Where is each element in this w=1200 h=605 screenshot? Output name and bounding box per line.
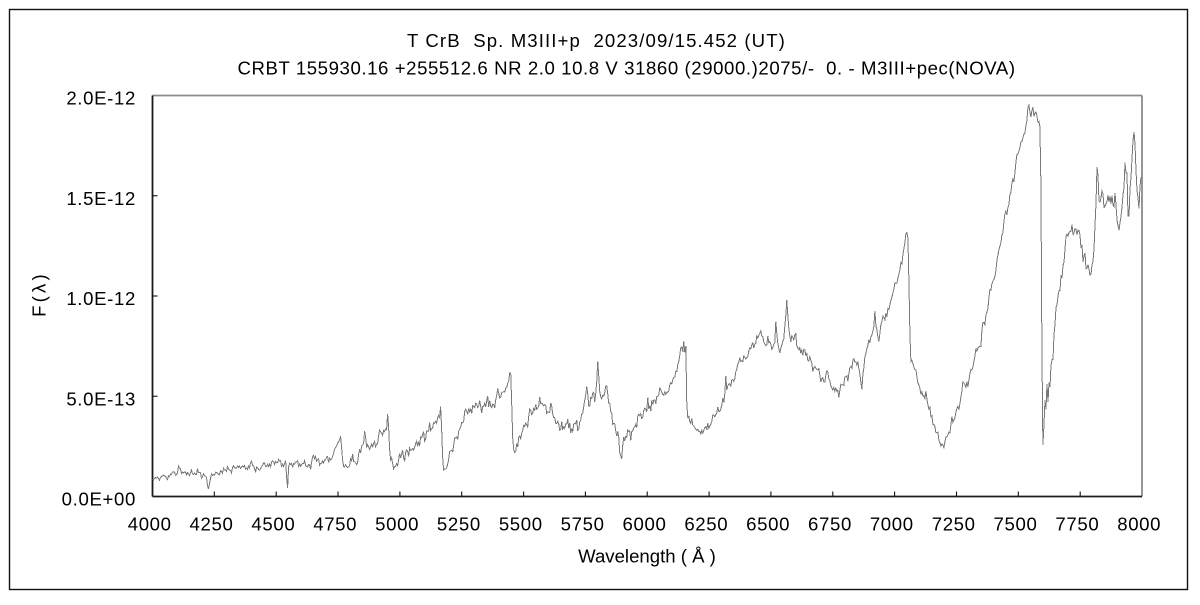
svg-text:CRBT 155930.16 +255512.6 NR 2.: CRBT 155930.16 +255512.6 NR 2.0 10.8 V 3… bbox=[238, 58, 1016, 79]
svg-text:5.0E-13: 5.0E-13 bbox=[66, 388, 136, 409]
svg-text:6750: 6750 bbox=[808, 514, 852, 535]
svg-text:4250: 4250 bbox=[190, 514, 234, 535]
svg-text:8000: 8000 bbox=[1117, 514, 1161, 535]
svg-text:4500: 4500 bbox=[251, 514, 295, 535]
svg-text:0.0E+00: 0.0E+00 bbox=[62, 489, 136, 510]
svg-text:5750: 5750 bbox=[561, 514, 605, 535]
svg-text:Wavelength ( Å ): Wavelength ( Å ) bbox=[578, 546, 716, 567]
svg-text:6000: 6000 bbox=[623, 514, 667, 535]
svg-text:7750: 7750 bbox=[1055, 514, 1099, 535]
svg-text:F(λ): F(λ) bbox=[29, 271, 50, 317]
svg-text:4750: 4750 bbox=[313, 514, 357, 535]
svg-text:5250: 5250 bbox=[437, 514, 481, 535]
svg-text:4000: 4000 bbox=[128, 514, 172, 535]
svg-text:6500: 6500 bbox=[746, 514, 790, 535]
svg-text:T CrB Sp. M3III+p 2023/09/15: T CrB Sp. M3III+p 2023/09/15.452 (UT) bbox=[407, 30, 786, 51]
svg-text:1.0E-12: 1.0E-12 bbox=[66, 288, 136, 309]
svg-text:7000: 7000 bbox=[870, 514, 914, 535]
svg-text:5000: 5000 bbox=[375, 514, 419, 535]
svg-text:7500: 7500 bbox=[994, 514, 1038, 535]
svg-text:7250: 7250 bbox=[932, 514, 976, 535]
svg-text:5500: 5500 bbox=[499, 514, 543, 535]
svg-text:1.5E-12: 1.5E-12 bbox=[66, 188, 136, 209]
svg-text:2.0E-12: 2.0E-12 bbox=[66, 88, 136, 109]
svg-text:6250: 6250 bbox=[684, 514, 728, 535]
